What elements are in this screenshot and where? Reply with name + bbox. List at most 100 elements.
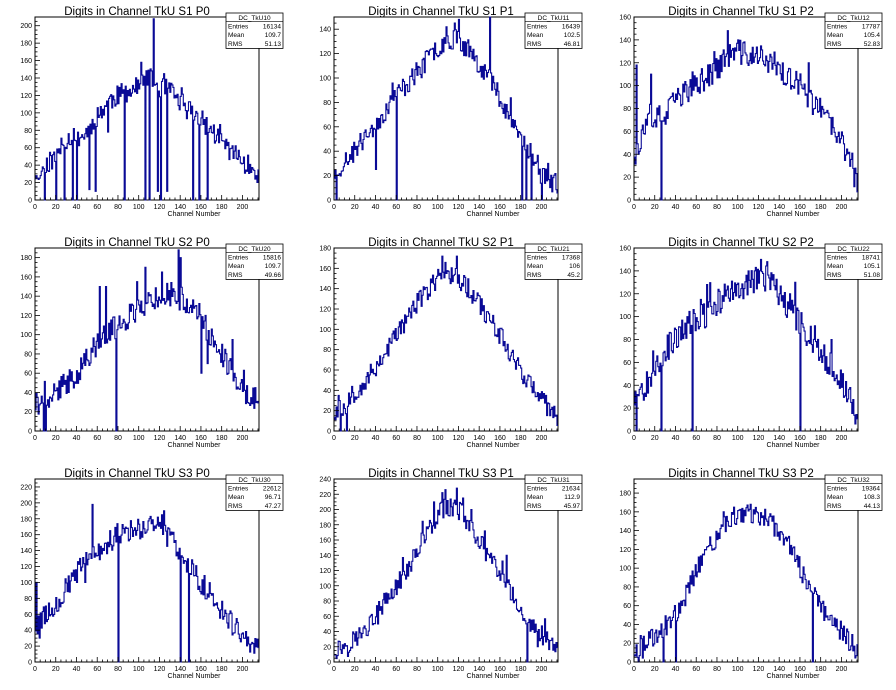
y-tick-label: 20 [323, 408, 331, 415]
y-tick-label: 220 [319, 492, 331, 499]
stats-box-frame [824, 474, 883, 511]
y-tick-label: 120 [20, 313, 32, 320]
stats-rms-value: 49.66 [265, 272, 282, 279]
histogram-line [35, 503, 259, 663]
y-tick-label: 80 [323, 100, 331, 107]
stats-entries-value: 17368 [562, 255, 580, 262]
y-tick-label: 80 [24, 351, 32, 358]
chart-title: Digits in Channel TkU S2 P0 [64, 237, 210, 249]
y-tick-label: 40 [24, 163, 32, 170]
stats-rms-value: 47.27 [265, 503, 282, 510]
stats-entries-label: Entries [527, 486, 548, 493]
stats-box: DC_TkU21 Entries 17368 Mean 106 RMS 45.2 [524, 243, 583, 280]
x-tick-label: 40 [372, 204, 380, 211]
stats-box: DC_TkU30 Entries 22612 Mean 96.71 RMS 47.27 [225, 474, 284, 511]
x-tick-label: 180 [815, 435, 827, 442]
x-tick-label: 200 [836, 666, 848, 673]
x-tick-label: 40 [73, 666, 81, 673]
y-tick-label: 160 [619, 246, 631, 253]
x-tick-label: 0 [33, 666, 37, 673]
y-tick-label: 140 [319, 553, 331, 560]
y-tick-label: 20 [623, 641, 631, 648]
y-tick-label: 120 [319, 568, 331, 575]
x-tick-label: 20 [52, 666, 60, 673]
y-tick-label: 120 [619, 547, 631, 554]
stats-rms-label: RMS [527, 41, 542, 48]
x-tick-label: 0 [332, 435, 336, 442]
stats-entries-label: Entries [527, 24, 548, 31]
stats-entries-value: 19364 [862, 486, 880, 493]
x-tick-label: 120 [753, 666, 765, 673]
y-tick-label: 140 [20, 294, 32, 301]
x-tick-label: 160 [794, 435, 806, 442]
x-tick-label: 180 [515, 666, 527, 673]
y-tick-label: 20 [24, 644, 32, 651]
stats-entries-value: 16439 [562, 24, 580, 31]
x-tick-label: 200 [836, 435, 848, 442]
y-tick-label: 160 [20, 58, 32, 65]
y-tick-label: 180 [319, 522, 331, 529]
x-axis-label: Channel Number [767, 211, 821, 218]
y-tick-label: 140 [319, 27, 331, 34]
y-tick-label: 100 [20, 332, 32, 339]
stats-entries-value: 17787 [862, 24, 880, 31]
y-tick-label: 180 [20, 255, 32, 262]
y-tick-label: 140 [619, 268, 631, 275]
stats-rms-value: 45.2 [567, 272, 580, 279]
y-tick-label: 40 [623, 383, 631, 390]
stats-entries-value: 18741 [862, 255, 880, 262]
y-tick-label: 20 [323, 173, 331, 180]
histogram-line [634, 258, 858, 432]
x-tick-label: 200 [237, 204, 249, 211]
stats-box: DC_TkU12 Entries 17787 Mean 105.4 RMS 52.83 [824, 12, 883, 49]
y-tick-label: 60 [323, 124, 331, 131]
x-tick-label: 80 [713, 204, 721, 211]
x-tick-label: 0 [332, 204, 336, 211]
x-tick-label: 60 [392, 435, 400, 442]
y-tick-label: 40 [323, 388, 331, 395]
stats-name: DC_TkU20 [238, 246, 271, 253]
y-tick-label: 220 [20, 484, 32, 491]
stats-entries-label: Entries [228, 24, 249, 31]
stats-entries-label: Entries [827, 24, 848, 31]
x-tick-label: 60 [392, 204, 400, 211]
x-tick-label: 120 [154, 666, 166, 673]
y-tick-label: 160 [619, 15, 631, 22]
x-axis-label: Channel Number [168, 442, 222, 449]
stats-mean-label: Mean [827, 263, 844, 270]
histogram-panel: Digits in Channel TkU S1 P0 0 20 40 60 80 100 1… [20, 6, 284, 218]
plot-frame [333, 16, 559, 201]
stats-rms-label: RMS [827, 503, 842, 510]
stats-box-frame [225, 12, 284, 49]
chart-title: Digits in Channel TkU S3 P2 [668, 468, 814, 480]
x-tick-label: 60 [93, 204, 101, 211]
y-tick-label: 60 [24, 371, 32, 378]
y-tick-label: 180 [20, 41, 32, 48]
y-tick-label: 60 [24, 612, 32, 619]
y-tick-label: 80 [24, 128, 32, 135]
stats-rms-value: 44.13 [864, 503, 881, 510]
x-tick-label: 100 [732, 204, 744, 211]
stats-box-frame [524, 474, 583, 511]
x-tick-label: 200 [836, 204, 848, 211]
stats-box-frame [824, 12, 883, 49]
stats-box: DC_TkU10 Entries 16134 Mean 109.7 RMS 51.13 [225, 12, 284, 49]
y-tick-label: 20 [24, 180, 32, 187]
stats-name: DC_TkU30 [238, 477, 271, 484]
y-tick-label: 60 [24, 145, 32, 152]
stats-box: DC_TkU32 Entries 19364 Mean 108.3 RMS 44.13 [824, 474, 883, 511]
y-tick-label: 80 [623, 337, 631, 344]
stats-mean-label: Mean [527, 32, 544, 39]
stats-rms-value: 52.83 [864, 41, 881, 48]
x-tick-label: 140 [473, 204, 485, 211]
y-tick-label: 20 [623, 175, 631, 182]
chart-title: Digits in Channel TkU S3 P0 [64, 468, 210, 480]
y-tick-label: 0 [627, 660, 631, 667]
plot-frame [34, 247, 260, 432]
chart-title: Digits in Channel TkU S1 P2 [668, 6, 814, 18]
x-axis-label: Channel Number [467, 673, 521, 680]
y-tick-label: 0 [28, 429, 32, 436]
y-tick-label: 40 [24, 628, 32, 635]
stats-mean-label: Mean [527, 263, 544, 270]
plot-frame [34, 16, 260, 201]
